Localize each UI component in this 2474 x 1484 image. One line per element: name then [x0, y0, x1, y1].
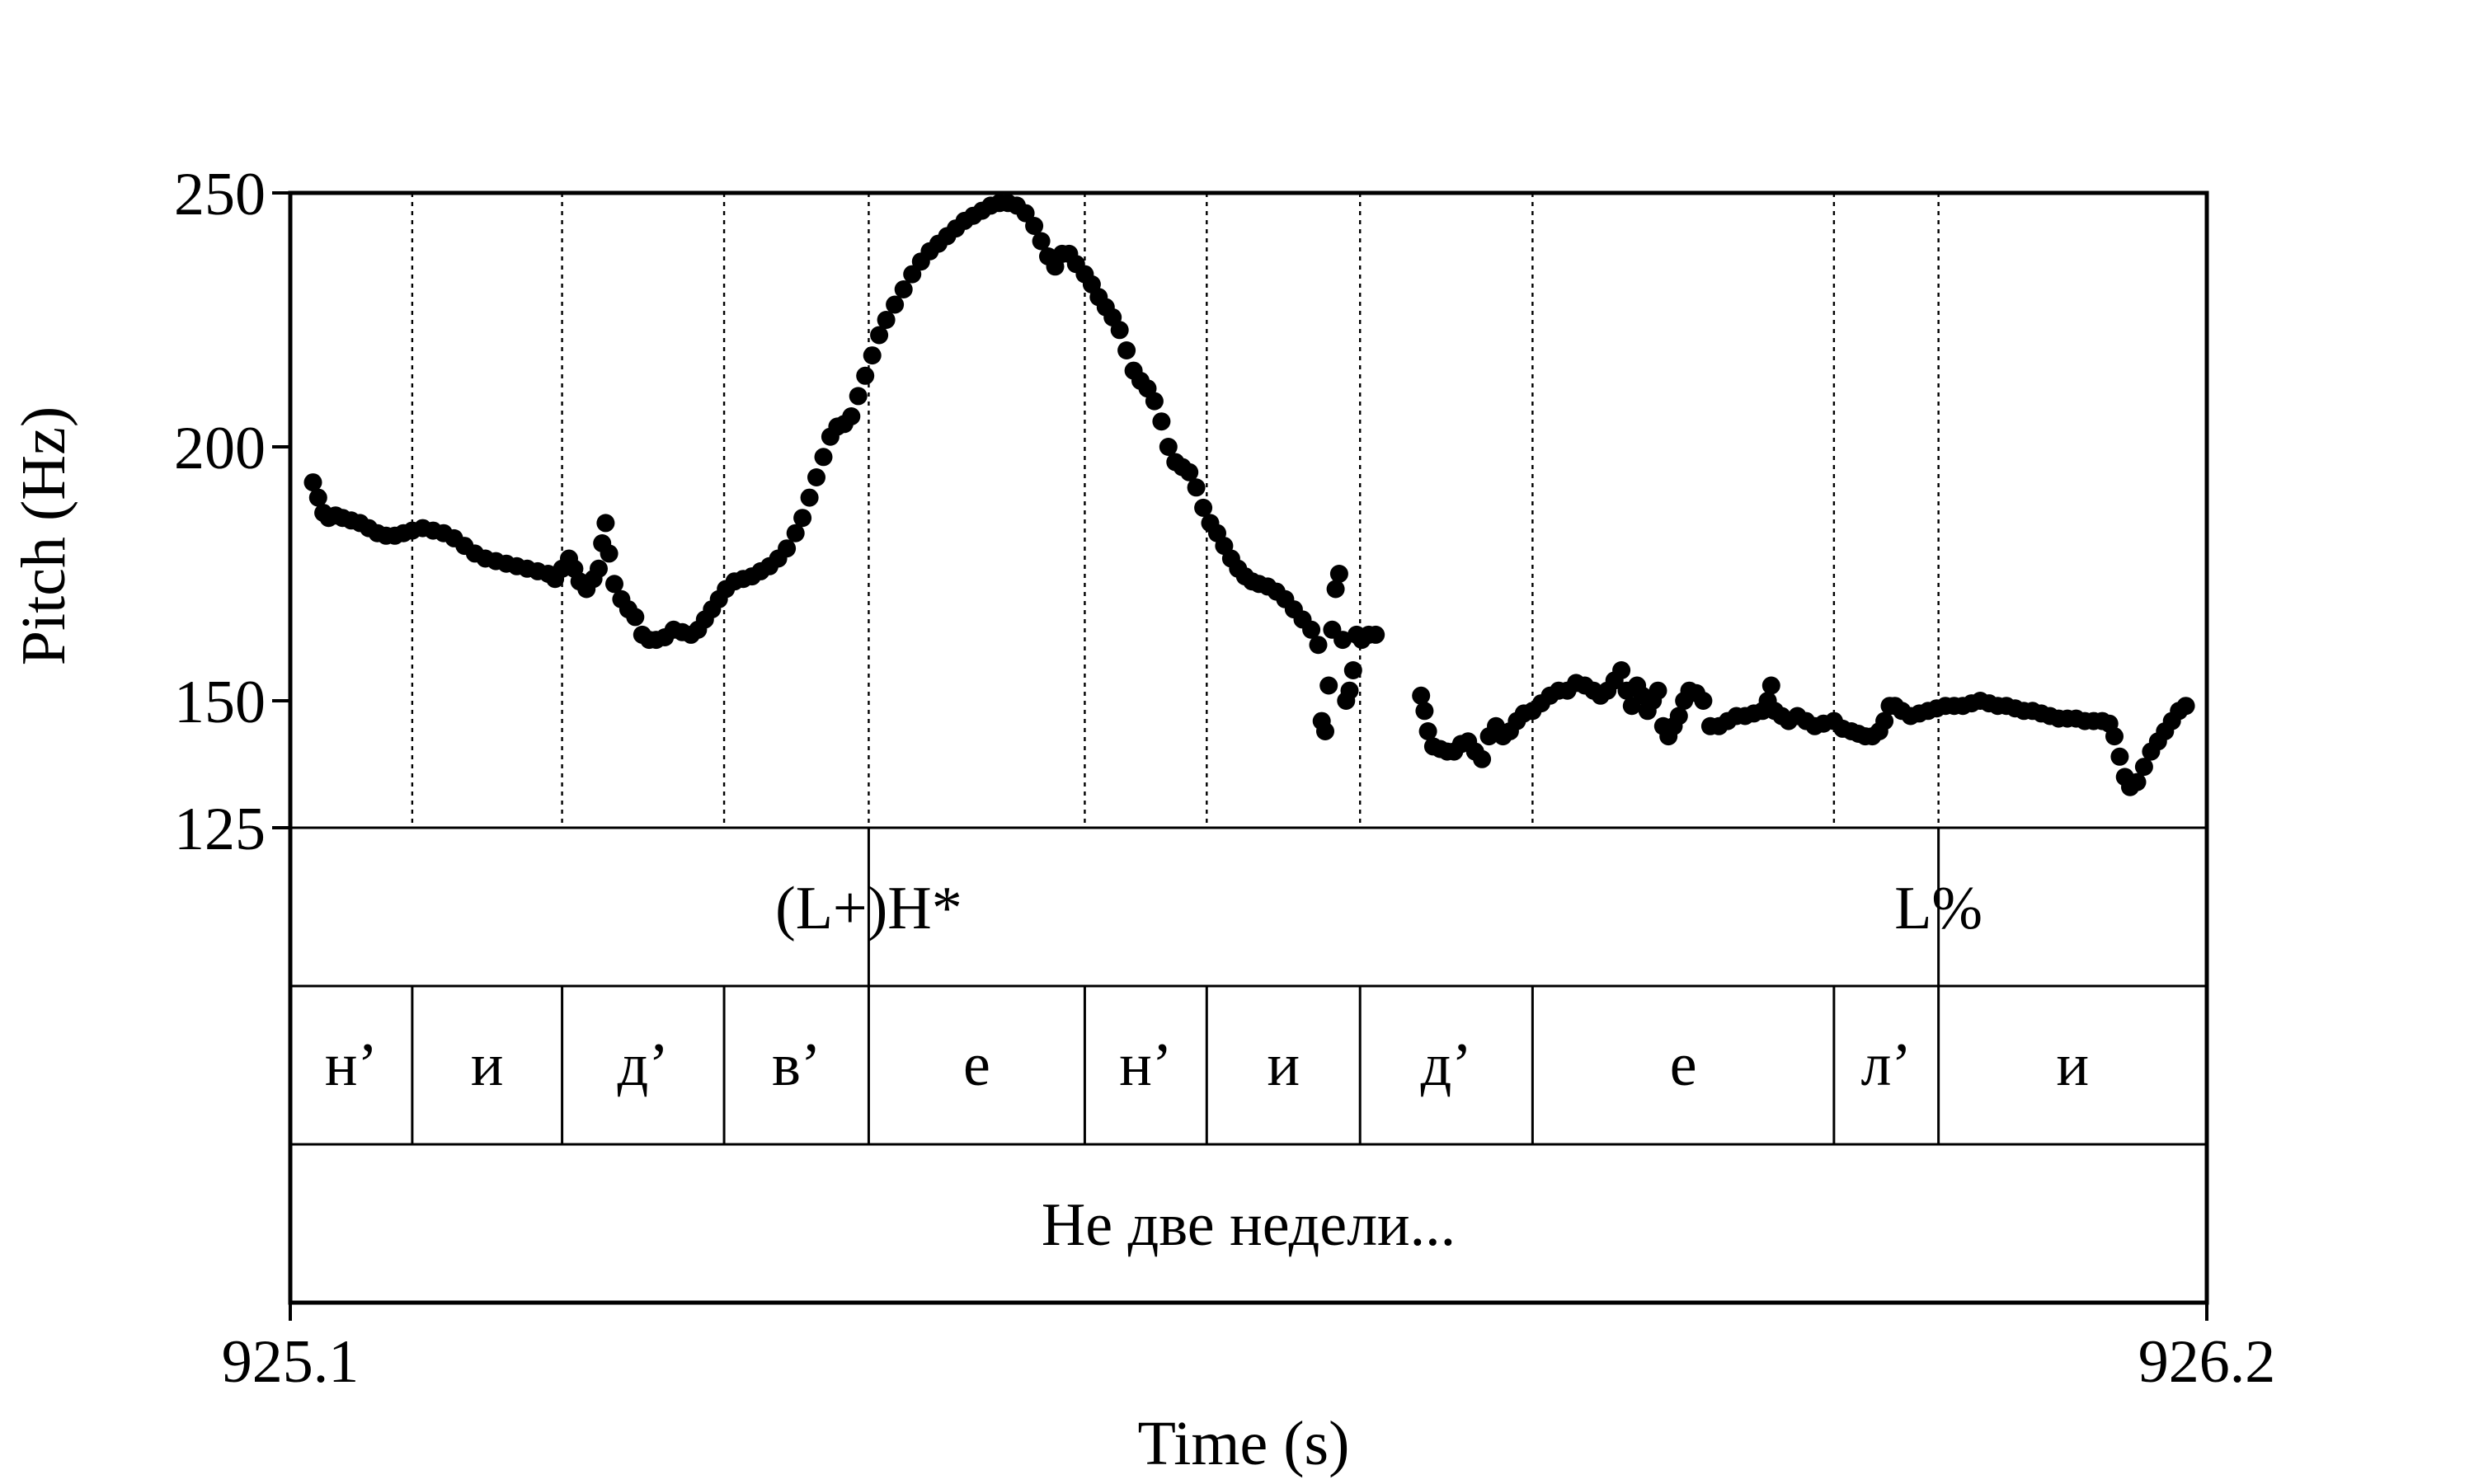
pitch-point: [1875, 711, 1894, 730]
pitch-point: [1302, 620, 1321, 639]
tone-label: L%: [1894, 875, 1982, 942]
pitch-point: [1025, 217, 1044, 235]
pitch-point: [849, 387, 868, 406]
pitch-point: [1180, 463, 1199, 481]
pitch-point: [1152, 412, 1171, 431]
pitch-point: [1016, 204, 1035, 223]
pitch-point: [856, 366, 875, 385]
pitch-point: [886, 295, 905, 314]
pitch-point: [1326, 580, 1345, 599]
pitch-point: [894, 280, 913, 298]
pitch-point: [786, 524, 805, 542]
pitch-point: [2128, 773, 2147, 791]
tone-label: (L+)H*: [775, 875, 962, 942]
pitch-point: [1669, 707, 1688, 726]
pitch-point: [2105, 727, 2124, 746]
pitch-point: [1343, 661, 1362, 679]
pitch-point: [1145, 392, 1164, 411]
pitch-point: [1319, 676, 1338, 695]
pitch-point: [308, 488, 327, 507]
y-tick-label: 200: [174, 415, 266, 482]
pitch-point: [605, 575, 623, 594]
pitch-point: [870, 326, 889, 345]
pitch-point: [877, 311, 896, 329]
pitch-point: [1316, 722, 1334, 740]
pitch-point: [1110, 321, 1129, 340]
pitch-point: [778, 539, 797, 558]
pitch-point: [842, 407, 861, 425]
pitch-point: [2176, 697, 2195, 716]
pitch-point: [800, 488, 819, 507]
boundary-lines: [411, 193, 1940, 1144]
pitch-point: [1412, 686, 1431, 705]
pitch-point: [303, 473, 322, 492]
frame-border: [288, 190, 2209, 1305]
pitch-point: [1761, 676, 1780, 695]
pitch-point: [590, 559, 608, 578]
x-axis: 925.1 926.2: [222, 1303, 2276, 1396]
x-tick-label: 925.1: [222, 1328, 360, 1396]
pitch-point: [1340, 681, 1359, 700]
segment-label: и: [2057, 1031, 2090, 1099]
pitch-point: [793, 509, 812, 528]
annotation-tiers: (L+)H* L% н’ и д’ в’ е н’ и д’ е л’ и Не две недели..…: [325, 875, 2089, 1259]
pitch-point: [814, 448, 833, 467]
pitch-point: [1194, 498, 1213, 517]
pitch-point: [2134, 758, 2153, 777]
pitch-point: [1694, 692, 1713, 710]
pitch-point: [863, 346, 882, 365]
segment-label: и: [471, 1031, 504, 1099]
segment-label: е: [963, 1031, 990, 1099]
pitch-point: [1612, 661, 1631, 679]
pitch-point: [1329, 565, 1348, 583]
x-axis-title: Time (s): [1138, 1409, 1350, 1478]
pitch-point: [1333, 631, 1352, 650]
y-axis-title: Pitch (Hz): [9, 406, 78, 665]
pitch-point: [600, 544, 618, 563]
pitch-point: [1187, 478, 1206, 497]
pitch-point: [1366, 625, 1385, 644]
pitch-point: [2110, 747, 2129, 766]
pitch-points: [303, 194, 2195, 796]
pitch-point: [596, 514, 615, 533]
x-tick-label: 926.2: [2138, 1328, 2276, 1396]
pitch-point: [903, 265, 922, 284]
pitch-point: [1415, 702, 1434, 721]
pitch-point: [1309, 636, 1328, 655]
segment-label: д’: [618, 1031, 669, 1099]
y-tick-label: 250: [174, 161, 266, 228]
segment-label: в’: [772, 1031, 821, 1099]
pitch-point: [1032, 232, 1051, 251]
pitch-point: [1117, 341, 1136, 359]
pitch-point: [1649, 681, 1667, 700]
pitch-point: [1159, 438, 1178, 456]
y-axis: 250 200 150 125: [174, 161, 290, 863]
segment-label: л’: [1860, 1031, 1912, 1099]
y-tick-label: 125: [174, 796, 266, 863]
y-tick-label: 150: [174, 669, 266, 736]
segment-label: е: [1670, 1031, 1697, 1099]
segment-label: д’: [1421, 1031, 1472, 1099]
segment-label: н’: [325, 1031, 378, 1099]
plot-frame: [288, 190, 2209, 1305]
pitch-point: [626, 608, 645, 627]
word-label: Не две недели...: [1042, 1191, 1456, 1259]
pitch-point: [1473, 749, 1492, 768]
segment-label: и: [1267, 1031, 1300, 1099]
pitch-point: [1418, 722, 1437, 740]
segment-label: н’: [1119, 1031, 1172, 1099]
pitch-point: [807, 468, 825, 486]
